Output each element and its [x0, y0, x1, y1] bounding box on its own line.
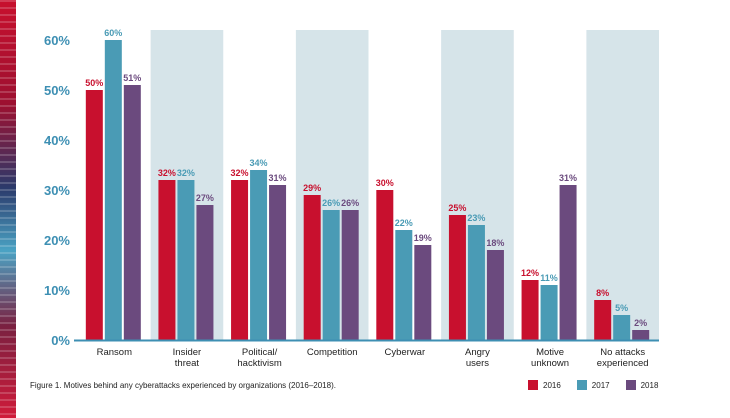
x-tick-label: experienced — [597, 358, 649, 369]
bar — [594, 300, 612, 340]
data-label: 32% — [231, 168, 249, 178]
bar — [303, 195, 321, 340]
data-label: 11% — [540, 273, 558, 283]
bar — [177, 180, 195, 340]
y-tick-label: 30% — [44, 183, 70, 198]
bar — [158, 180, 176, 340]
legend-label: 2017 — [591, 380, 610, 390]
data-label: 18% — [486, 238, 504, 248]
legend-swatch — [625, 380, 636, 390]
y-tick-label: 50% — [44, 83, 70, 98]
bar — [414, 245, 432, 340]
data-label: 50% — [85, 78, 103, 88]
data-label: 22% — [395, 218, 413, 228]
data-label: 25% — [448, 203, 466, 213]
x-tick-label: Competition — [307, 347, 358, 358]
figure-caption: Figure 1. Motives behind any cyberattack… — [30, 381, 336, 390]
bar — [376, 190, 394, 340]
bar — [85, 90, 103, 340]
legend-entry: 2016 — [528, 380, 561, 390]
data-label: 12% — [521, 268, 539, 278]
legend-label: 2018 — [640, 380, 659, 390]
bar — [632, 330, 650, 340]
x-tick-label: Ransom — [97, 347, 132, 358]
x-tick-label: No attacks — [600, 347, 645, 358]
data-label: 26% — [341, 198, 359, 208]
legend-swatch — [576, 380, 587, 390]
legend-label: 2016 — [543, 380, 561, 390]
data-label: 5% — [615, 303, 628, 313]
data-label: 60% — [104, 28, 122, 38]
x-tick-label: threat — [175, 358, 200, 369]
data-label: 19% — [414, 233, 432, 243]
data-label: 31% — [269, 173, 287, 183]
y-tick-label: 40% — [44, 133, 70, 148]
x-tick-label: users — [466, 358, 489, 369]
x-tick-label: Political/ — [242, 347, 278, 358]
x-tick-label: unknown — [531, 358, 569, 369]
background-band — [586, 30, 659, 340]
x-tick-label: Angry — [465, 347, 490, 358]
y-tick-label: 0% — [51, 333, 70, 348]
legend-entry: 2017 — [576, 380, 610, 390]
bar — [486, 250, 504, 340]
data-label: 32% — [177, 168, 195, 178]
data-label: 31% — [559, 173, 577, 183]
data-label: 27% — [196, 193, 214, 203]
bar — [540, 285, 558, 340]
bar — [559, 185, 577, 340]
data-label: 30% — [376, 178, 394, 188]
data-label: 8% — [596, 288, 609, 298]
bar — [231, 180, 249, 340]
bar — [341, 210, 359, 340]
data-label: 32% — [158, 168, 176, 178]
data-label: 2% — [634, 318, 647, 328]
y-tick-label: 10% — [44, 283, 70, 298]
legend-swatch — [528, 380, 538, 390]
data-label: 26% — [322, 198, 340, 208]
x-tick-label: Cyberwar — [384, 347, 425, 358]
bar — [104, 40, 122, 340]
bar — [613, 315, 631, 340]
data-label: 29% — [303, 183, 321, 193]
x-tick-label: hacktivism — [237, 358, 281, 369]
bar — [250, 170, 268, 340]
bar — [123, 85, 141, 340]
data-label: 23% — [467, 213, 485, 223]
bar — [521, 280, 539, 340]
legend-entry: 2018 — [625, 380, 659, 390]
data-label: 51% — [123, 73, 141, 83]
x-tick-label: Motive — [536, 347, 564, 358]
bar — [269, 185, 287, 340]
data-label: 34% — [250, 158, 268, 168]
decorative-stripe — [0, 0, 16, 418]
x-tick-label: Insider — [173, 347, 202, 358]
bar — [322, 210, 340, 340]
y-tick-label: 60% — [44, 33, 70, 48]
bar — [196, 205, 214, 340]
bar — [448, 215, 466, 340]
y-tick-label: 20% — [44, 233, 70, 248]
bar — [467, 225, 485, 340]
bar — [395, 230, 413, 340]
legend: 2016 2017 2018 — [528, 380, 658, 390]
